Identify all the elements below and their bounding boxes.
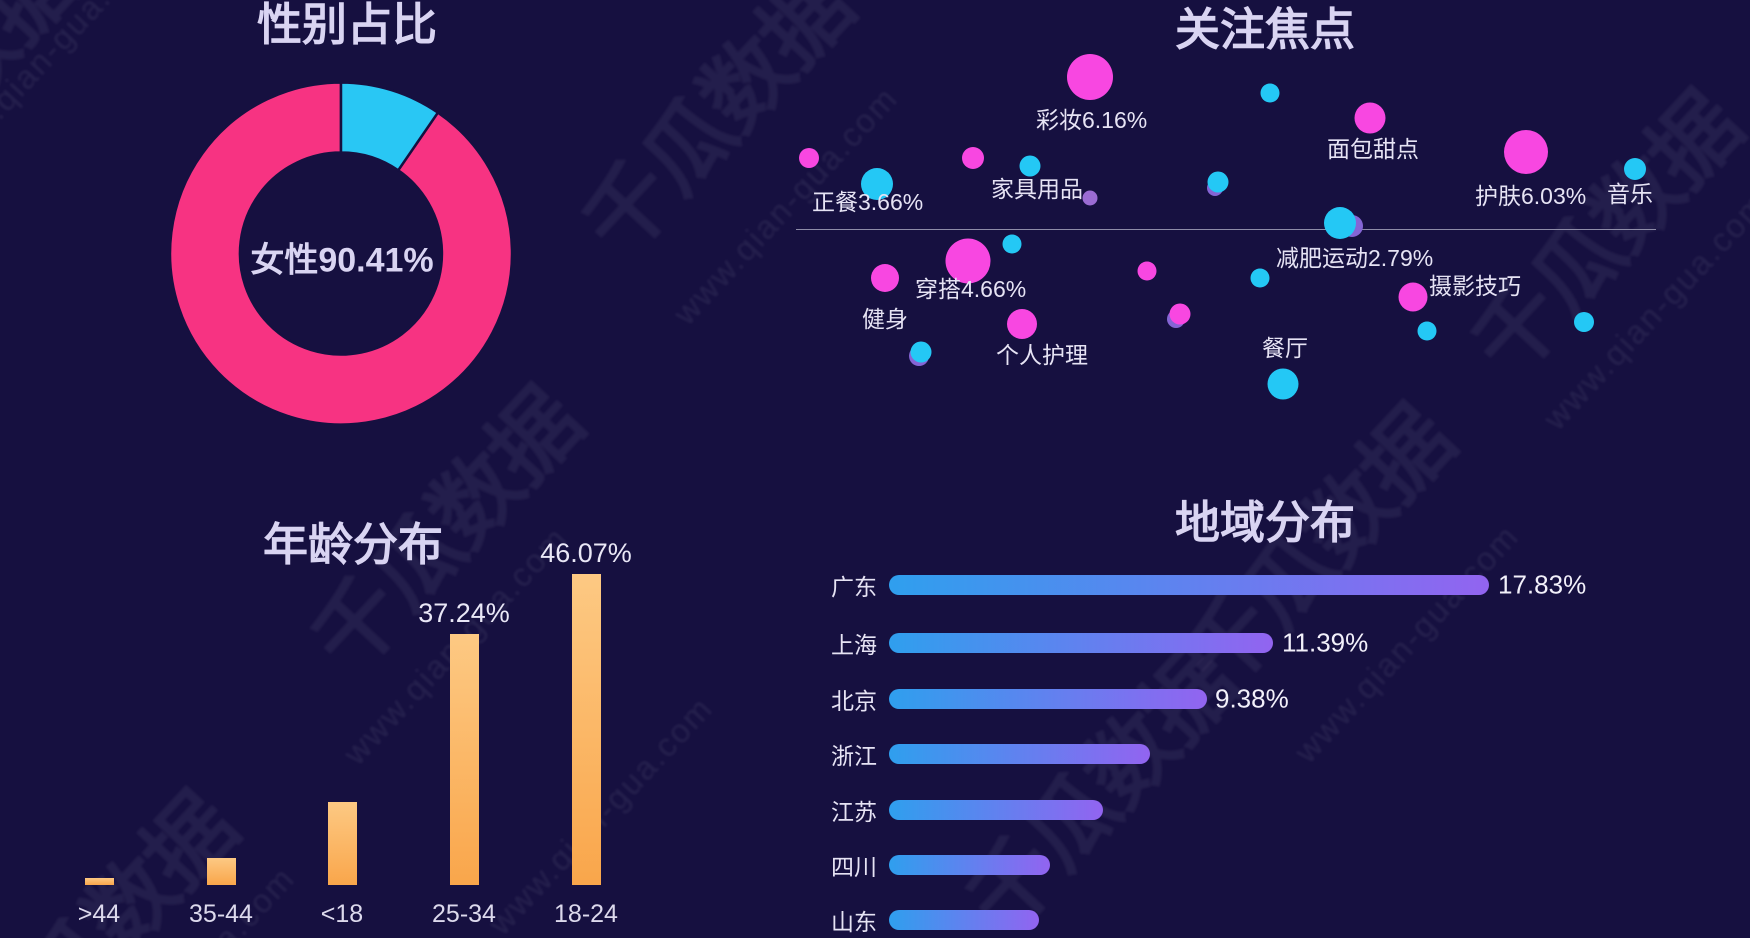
svg-text:千瓜数据: 千瓜数据 bbox=[948, 631, 1255, 938]
